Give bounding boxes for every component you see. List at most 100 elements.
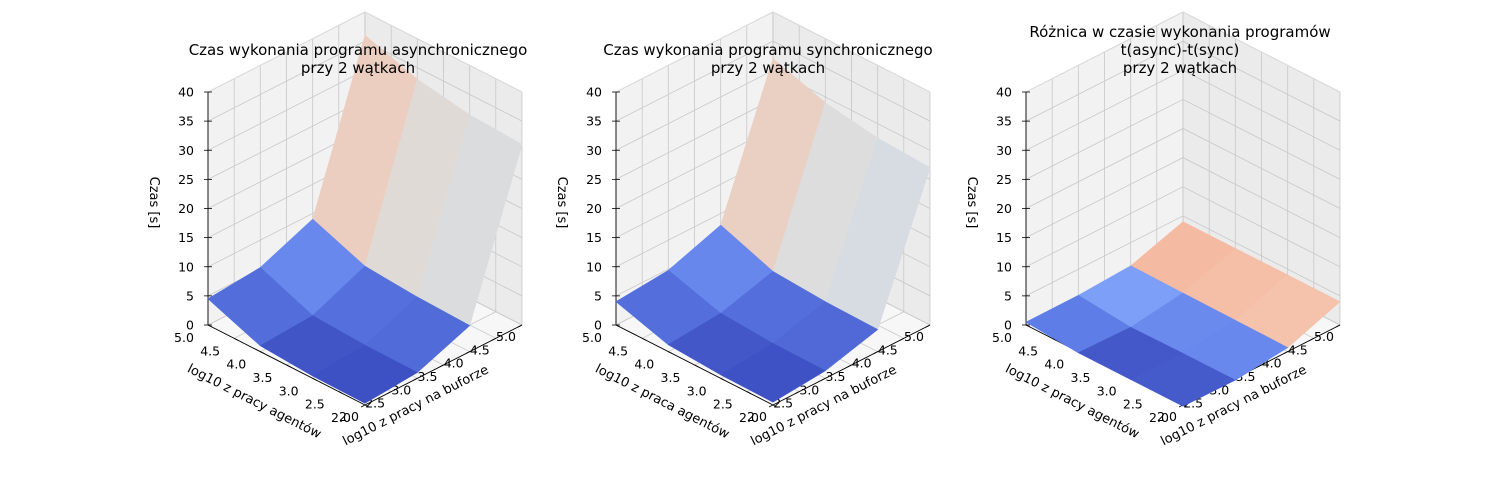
x-tick bbox=[439, 364, 444, 368]
x-tick-label: 2.0 bbox=[339, 409, 359, 424]
z-tick-label: 35 bbox=[586, 114, 602, 129]
y-tick-label: 4.0 bbox=[634, 357, 654, 372]
y-tick-label: 5.0 bbox=[174, 330, 194, 345]
x-tick-label: 2.5 bbox=[773, 396, 793, 411]
z-tick-label: 30 bbox=[178, 143, 194, 158]
chart-panel-1: 2.02.53.03.54.04.55.02.02.53.03.54.04.55… bbox=[146, 11, 528, 449]
surface-patch bbox=[720, 343, 826, 403]
y-tick-label: 4.5 bbox=[1018, 343, 1038, 358]
gridline-z bbox=[1025, 157, 1341, 238]
gridline-z bbox=[1025, 186, 1341, 268]
y-tick-label: 5.0 bbox=[582, 330, 602, 345]
y-tick bbox=[364, 404, 370, 408]
x-tick-label: 3.0 bbox=[391, 382, 411, 397]
y-tick bbox=[720, 377, 725, 381]
z-tick-label: 5 bbox=[186, 288, 194, 303]
y-tick bbox=[312, 377, 317, 381]
z-tick-label: 30 bbox=[996, 143, 1012, 158]
x-tick bbox=[1257, 364, 1262, 368]
y-tick bbox=[772, 404, 778, 408]
x-tick-label: 5.0 bbox=[1314, 329, 1334, 344]
gridline-z bbox=[1025, 69, 1341, 151]
x-tick-label: 3.0 bbox=[799, 382, 819, 397]
chart-title-line: Różnica w czasie wykonania programów bbox=[1029, 23, 1330, 41]
z-axis-label: Czas [s] bbox=[146, 177, 161, 229]
x-tick-label: 2.0 bbox=[747, 409, 767, 424]
y-tick-label: 4.5 bbox=[608, 343, 628, 358]
y-tick bbox=[746, 391, 752, 395]
y-tick-label: 3.0 bbox=[687, 383, 707, 398]
y-tick-label: 5.0 bbox=[992, 330, 1012, 345]
y-tick-label: 3.5 bbox=[253, 370, 273, 385]
x-tick bbox=[821, 377, 826, 381]
x-tick-label: 4.5 bbox=[1288, 342, 1308, 357]
z-tick-label: 10 bbox=[996, 259, 1012, 274]
z-tick-label: 20 bbox=[586, 201, 602, 216]
y-tick-label: 4.5 bbox=[200, 343, 220, 358]
z-tick-label: 15 bbox=[178, 230, 194, 245]
z-tick-label: 0 bbox=[594, 318, 602, 333]
y-tick-label: 2.5 bbox=[305, 397, 325, 412]
gridline-z bbox=[1025, 98, 1341, 180]
x-tick-label: 4.0 bbox=[444, 356, 464, 371]
z-tick-label: 25 bbox=[996, 172, 1012, 187]
z-axis-label: Czas [s] bbox=[554, 177, 569, 229]
z-tick-label: 10 bbox=[178, 259, 194, 274]
y-tick-label: 2.5 bbox=[713, 397, 733, 412]
z-tick-label: 0 bbox=[186, 318, 194, 333]
x-tick-label: 4.5 bbox=[878, 342, 898, 357]
chart-title-line: Czas wykonania programu asynchronicznego bbox=[189, 41, 528, 59]
z-tick-label: 40 bbox=[178, 85, 194, 100]
pane-edge bbox=[207, 11, 523, 93]
x-tick bbox=[847, 364, 852, 368]
x-tick bbox=[794, 391, 800, 395]
z-tick-label: 30 bbox=[586, 143, 602, 158]
z-tick-label: 35 bbox=[996, 114, 1012, 129]
x-tick-label: 3.5 bbox=[826, 369, 846, 384]
z-tick-label: 20 bbox=[178, 201, 194, 216]
x-tick bbox=[1283, 351, 1288, 355]
z-tick-label: 25 bbox=[178, 172, 194, 187]
x-tick bbox=[899, 337, 905, 341]
z-tick-label: 0 bbox=[1004, 318, 1012, 333]
x-tick bbox=[413, 377, 418, 381]
z-tick-label: 40 bbox=[996, 85, 1012, 100]
chart-panel-2: 2.0 2.5 3.0 3.5 4.0 4.5 5.0 2.0 2.5 3.0 3.5 4.0 4.5 5… bbox=[554, 11, 933, 449]
y-tick-label: 3.5 bbox=[661, 370, 681, 385]
y-tick-label: 3.5 bbox=[1071, 370, 1091, 385]
pane-edge bbox=[615, 11, 931, 93]
x-tick-label: 4.5 bbox=[470, 342, 490, 357]
y-tick-label: 2.5 bbox=[1123, 397, 1143, 412]
x-tick-label: 3.5 bbox=[418, 369, 438, 384]
z-tick-label: 10 bbox=[586, 259, 602, 274]
z-tick-label: 20 bbox=[996, 201, 1012, 216]
x-tick bbox=[360, 404, 366, 408]
x-tick bbox=[925, 324, 931, 328]
y-tick-label: 4.0 bbox=[1044, 357, 1064, 372]
x-tick bbox=[1309, 337, 1315, 341]
x-tick-label: 2.0 bbox=[1157, 409, 1177, 424]
x-tick-label: 5.0 bbox=[496, 329, 516, 344]
y-tick-label: 2.0 bbox=[331, 410, 351, 425]
z-axis-label: Czas [s] bbox=[964, 177, 979, 229]
surface-patch bbox=[1130, 353, 1236, 407]
pane-edge bbox=[1025, 11, 1341, 93]
chart-title-line: przy 2 wątkach bbox=[301, 59, 415, 77]
chart-title-line: przy 2 wątkach bbox=[711, 59, 825, 77]
x-tick bbox=[873, 351, 878, 355]
chart-title-line: Czas wykonania programu synchronicznego bbox=[603, 41, 932, 59]
y-tick-label: 2.0 bbox=[1149, 410, 1169, 425]
y-tick bbox=[338, 391, 344, 395]
z-tick-label: 40 bbox=[586, 85, 602, 100]
z-tick-label: 35 bbox=[178, 114, 194, 129]
x-tick bbox=[517, 324, 523, 328]
gridline-z bbox=[1025, 215, 1341, 297]
y-tick bbox=[286, 364, 291, 368]
x-tick-label: 5.0 bbox=[904, 329, 924, 344]
z-tick-label: 15 bbox=[586, 230, 602, 245]
surface-patch bbox=[312, 344, 418, 404]
z-tick-label: 15 bbox=[996, 230, 1012, 245]
z-tick-label: 5 bbox=[594, 288, 602, 303]
y-tick-label: 2.0 bbox=[739, 410, 759, 425]
